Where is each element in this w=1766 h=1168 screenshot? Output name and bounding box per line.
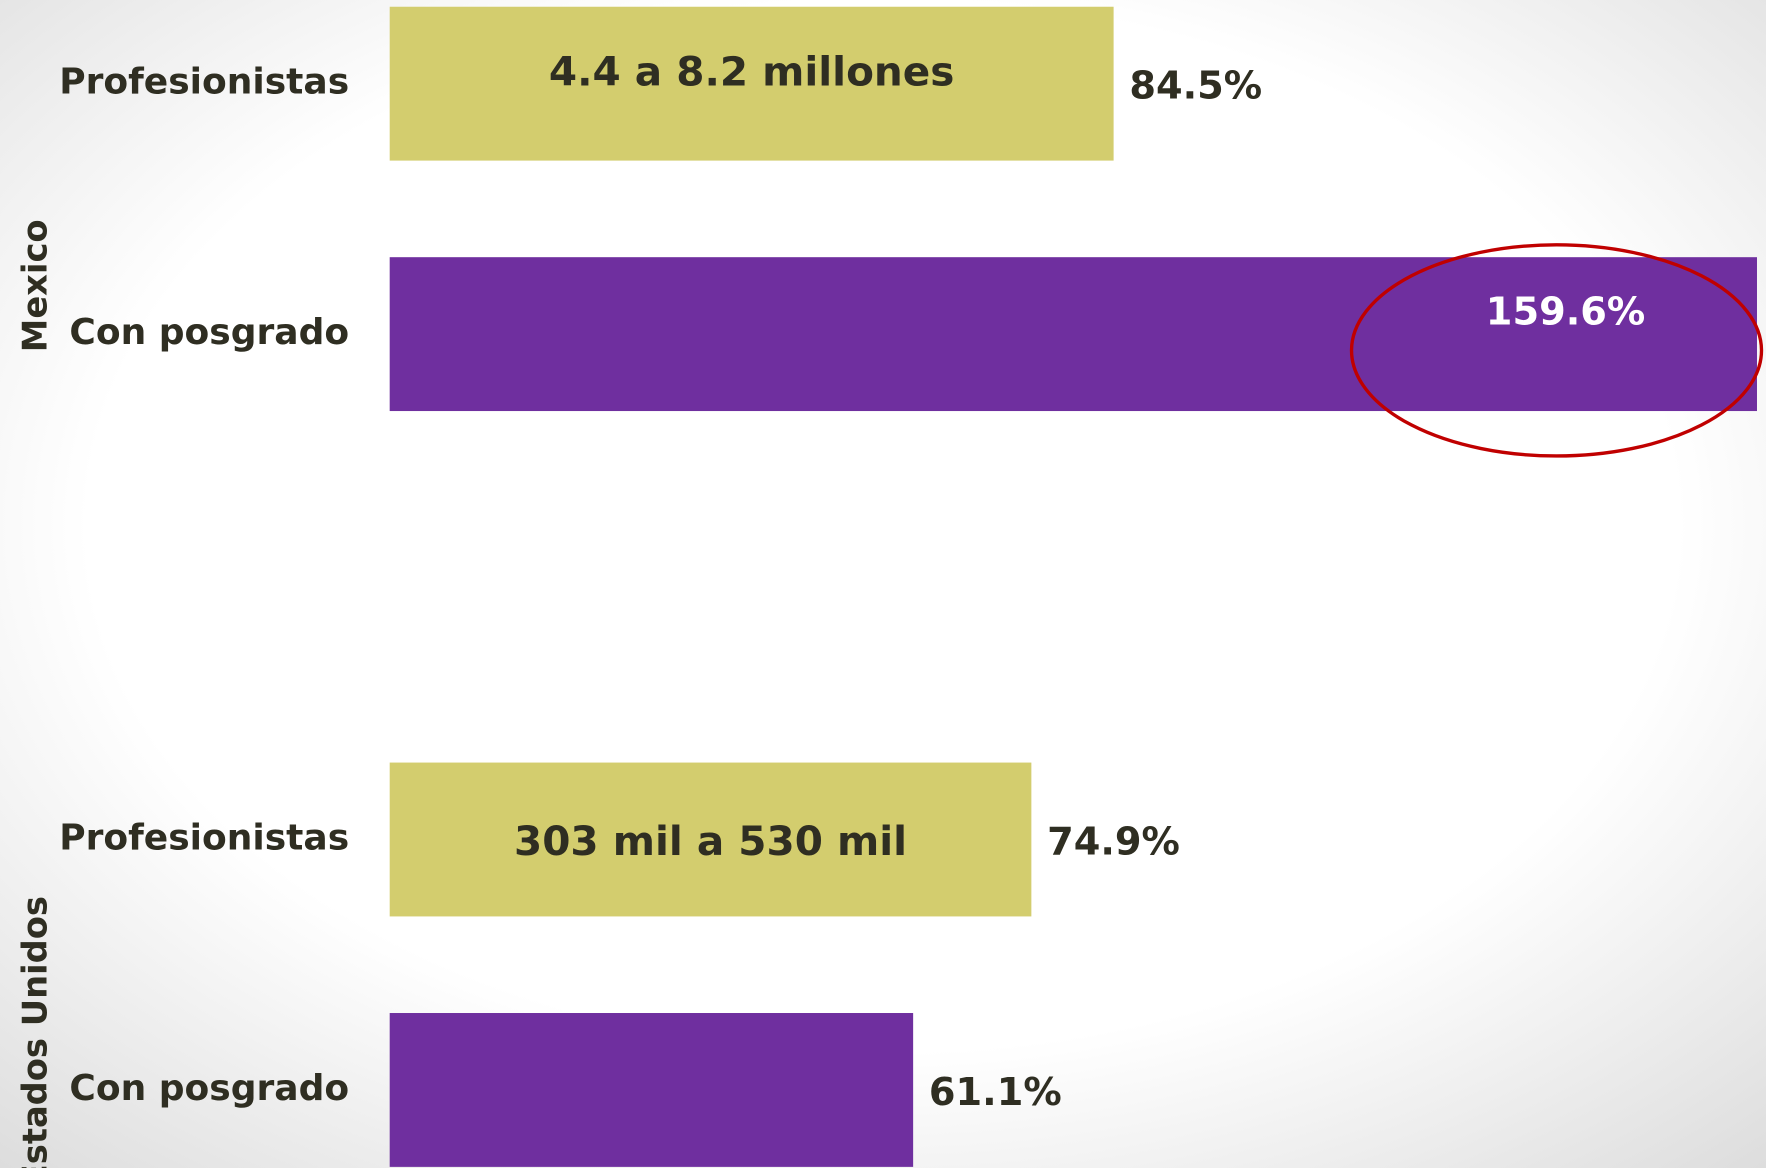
row-label: Con posgrado <box>69 312 349 353</box>
value-label: 74.9% <box>1047 821 1180 865</box>
plot: Mexico Profesionistas 84.5% 4.4 a 8.2 millo… <box>16 6 1757 1168</box>
bar-annotation: 4.4 a 8.2 millones <box>549 48 954 96</box>
bar <box>389 1013 914 1167</box>
group-label: Mexico <box>16 219 55 352</box>
value-label: 61.1% <box>929 1071 1062 1115</box>
bar <box>389 6 1114 161</box>
bar-annotation: 303 mil a 530 mil <box>514 817 907 865</box>
highlight-ellipse <box>1349 243 1764 458</box>
value-label: 84.5% <box>1129 65 1262 109</box>
row-label: Con posgrado <box>69 1068 349 1109</box>
group-label: Estados Unidos <box>16 896 55 1168</box>
bar <box>389 257 1757 412</box>
bar <box>389 762 1032 917</box>
value-label: 159.6% <box>1486 290 1645 334</box>
row-label: Profesionistas <box>59 818 349 859</box>
row-label: Profesionistas <box>59 62 349 103</box>
